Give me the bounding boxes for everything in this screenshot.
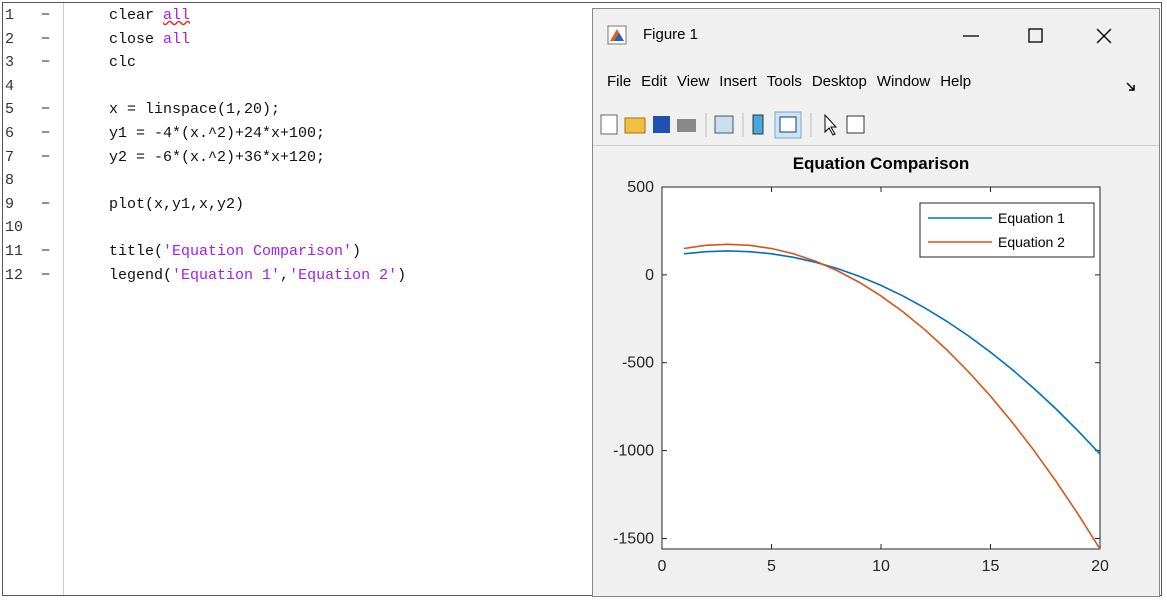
- save-icon[interactable]: [653, 116, 670, 133]
- colorbar-icon[interactable]: [752, 114, 764, 135]
- line-marker: −: [41, 148, 51, 166]
- line-number: 8: [5, 172, 15, 190]
- menu-item[interactable]: Insert: [719, 73, 757, 90]
- maximize[interactable]: [1028, 28, 1043, 43]
- open-icon[interactable]: [624, 117, 646, 134]
- code-token: 'Equation 2': [289, 266, 398, 284]
- code-token: 'Equation Comparison': [163, 243, 353, 260]
- code-token: all: [163, 7, 191, 24]
- chart: Equation Comparison 0 5 10 15 20 -1500 -1000 -5…: [613, 154, 1109, 575]
- code-text: clc: [109, 54, 136, 71]
- line-number: 6: [5, 125, 15, 142]
- menu-item[interactable]: Edit: [641, 73, 668, 90]
- line-marker: −: [41, 266, 51, 284]
- link-icon[interactable]: [714, 115, 734, 134]
- code-text: legend('Equation 1','Equation 2'): [109, 267, 406, 284]
- code-token: legend(: [109, 266, 173, 284]
- code-token: y2 = -6*(x.^2)+36*x+120;: [109, 148, 326, 166]
- menu-item[interactable]: Help: [940, 73, 972, 90]
- code-token: clc: [109, 54, 137, 72]
- x-tick-label: 5: [767, 558, 776, 575]
- legend-box: [919, 202, 1095, 258]
- line-marker: −: [41, 30, 51, 48]
- y-tick-label: -1000: [613, 443, 654, 460]
- chart-title: Equation Comparison: [793, 154, 970, 173]
- code-token: x = linspace(1,20);: [109, 101, 281, 119]
- code-text: x = linspace(1,20);: [109, 101, 280, 118]
- menu-item[interactable]: Window: [876, 73, 931, 90]
- menu-item[interactable]: Tools: [766, 73, 802, 90]
- menu-item[interactable]: View: [677, 73, 710, 90]
- line-marker: −: [41, 7, 51, 24]
- code-token: ): [397, 266, 407, 284]
- code-token: y1 = -4*(x.^2)+24*x+100;: [109, 125, 326, 142]
- code-text: y2 = -6*(x.^2)+36*x+120;: [109, 149, 325, 166]
- line-gutter: [3, 3, 64, 595]
- y-tick-label: -1500: [613, 530, 654, 547]
- line-number: 11: [5, 243, 24, 260]
- x-tick-label: 20: [1091, 558, 1109, 575]
- line-marker: −: [41, 243, 51, 260]
- y-tick-label: 500: [627, 179, 654, 196]
- legend-label: Equation 2: [998, 234, 1065, 250]
- menu-item[interactable]: Desktop: [811, 73, 867, 90]
- x-tick-label: 15: [982, 558, 1000, 575]
- data-line: [683, 250, 1101, 455]
- figure-window: Figure 1 File Edit View Insert Tools Desktop W…: [592, 8, 1160, 597]
- code-token: all: [163, 30, 191, 48]
- line-number: 7: [5, 148, 15, 166]
- figure-icon: [607, 25, 627, 45]
- property-icon[interactable]: [846, 115, 865, 134]
- code-token: clear: [109, 7, 164, 24]
- code-token: ,: [280, 266, 290, 284]
- menu-item[interactable]: File: [607, 73, 632, 90]
- menu-bar: File Edit View Insert Tools Desktop Window Help: [607, 73, 981, 90]
- code-token: 'Equation 1': [172, 266, 281, 284]
- code-text: title('Equation Comparison'): [109, 243, 361, 260]
- close[interactable]: [1096, 28, 1112, 44]
- y-tick-label: 0: [645, 267, 654, 284]
- legend-label: Equation 1: [998, 210, 1065, 226]
- code-text: y1 = -4*(x.^2)+24*x+100;: [109, 125, 325, 142]
- print-icon[interactable]: [677, 119, 696, 132]
- code-text: plot(x,y1,x,y2): [109, 196, 244, 213]
- data-line: [683, 243, 1101, 550]
- line-marker: −: [41, 101, 51, 119]
- code-token: plot(x,y1,x,y2): [109, 195, 245, 213]
- toolbar: [593, 111, 1159, 146]
- x-tick-label: 0: [658, 558, 667, 575]
- line-marker: −: [41, 195, 51, 213]
- line-number: 3: [5, 54, 15, 72]
- code-token: title(: [109, 243, 164, 260]
- line-number: 2: [5, 30, 15, 48]
- line-number: 10: [5, 219, 24, 237]
- menu-overflow[interactable]: [1125, 81, 1137, 93]
- line-number: 12: [5, 266, 24, 284]
- window-title: Figure 1: [643, 26, 699, 43]
- x-tick-label: 10: [872, 558, 890, 575]
- code-token: close: [109, 30, 164, 48]
- window-controls: [963, 28, 1112, 44]
- line-marker: −: [41, 125, 51, 142]
- pointer-icon[interactable]: [824, 113, 838, 136]
- line-marker: −: [41, 54, 51, 72]
- code-token: ): [352, 243, 362, 260]
- line-number: 5: [5, 101, 15, 119]
- line-number: 1: [5, 7, 15, 24]
- y-tick-label: -500: [622, 355, 654, 372]
- code-text: close all: [109, 31, 190, 48]
- line-number: 4: [5, 77, 15, 95]
- new-icon[interactable]: [600, 114, 618, 135]
- code-text: clear all: [109, 7, 190, 24]
- line-number: 9: [5, 195, 15, 213]
